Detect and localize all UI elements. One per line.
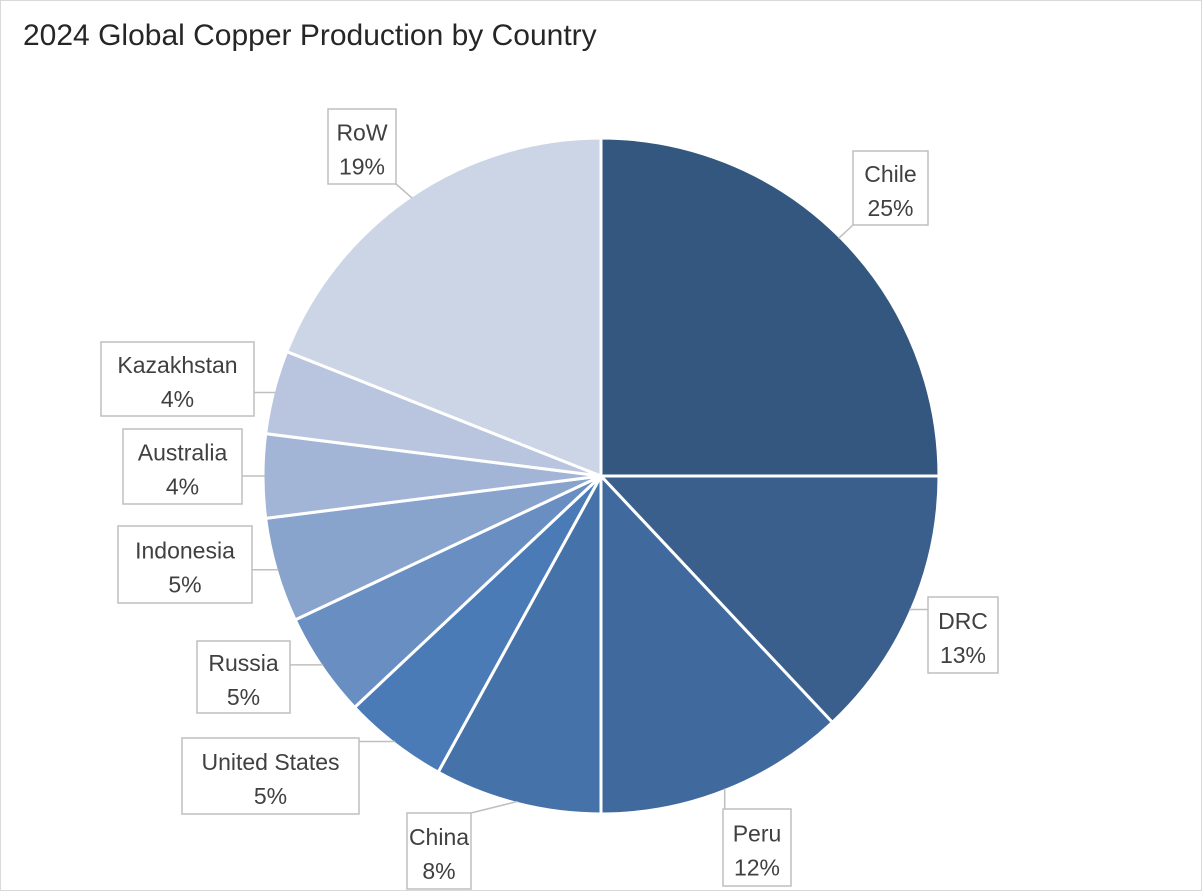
label-value: 4% xyxy=(166,474,199,500)
data-label-peru: Peru 12% xyxy=(722,808,792,887)
data-label-russia: Russia 5% xyxy=(196,640,291,714)
label-value: 19% xyxy=(339,154,385,180)
leader-line xyxy=(838,224,854,239)
label-name: United States xyxy=(201,749,339,775)
data-label-chile: Chile 25% xyxy=(852,150,929,226)
data-label-kazakhstan: Kazakhstan 4% xyxy=(100,341,255,417)
label-name: Russia xyxy=(208,650,279,676)
label-box xyxy=(100,341,255,417)
label-value: 12% xyxy=(734,855,780,881)
data-label-row: RoW 19% xyxy=(327,108,397,185)
leader-line xyxy=(470,800,518,814)
data-label-united-states: United States 5% xyxy=(181,737,360,815)
label-value: 25% xyxy=(867,195,913,221)
label-name: DRC xyxy=(938,608,988,634)
data-label-drc: DRC 13% xyxy=(927,596,999,674)
label-name: China xyxy=(409,824,469,850)
label-name: Indonesia xyxy=(135,538,235,564)
label-box xyxy=(927,596,999,674)
label-box xyxy=(196,640,291,714)
label-box xyxy=(122,428,243,505)
label-name: Chile xyxy=(864,161,916,187)
data-label-china: China 8% xyxy=(406,812,472,890)
label-name: Kazakhstan xyxy=(117,352,237,378)
label-value: 8% xyxy=(422,858,455,884)
chart-title: 2024 Global Copper Production by Country xyxy=(23,19,597,52)
leader-lines xyxy=(242,183,928,814)
label-box xyxy=(181,737,360,815)
label-value: 4% xyxy=(161,386,194,412)
label-name: RoW xyxy=(336,120,387,146)
label-box xyxy=(117,525,253,604)
label-value: 5% xyxy=(227,684,260,710)
label-name: Peru xyxy=(733,821,782,847)
label-value: 5% xyxy=(254,783,287,809)
leader-line xyxy=(395,183,413,199)
label-name: Australia xyxy=(138,440,228,466)
data-labels: Chile 25% DRC 13% Peru 12% China 8% United State… xyxy=(100,108,999,890)
label-value: 5% xyxy=(168,572,201,598)
label-box xyxy=(406,812,472,890)
label-box xyxy=(852,150,929,226)
label-value: 13% xyxy=(940,642,986,668)
pie-slices xyxy=(261,136,941,816)
label-box xyxy=(327,108,397,185)
data-label-australia: Australia 4% xyxy=(122,428,243,505)
pie-slice-drc xyxy=(597,474,941,725)
data-label-indonesia: Indonesia 5% xyxy=(117,525,253,604)
label-box xyxy=(722,808,792,887)
pie-slice-china xyxy=(436,475,603,816)
